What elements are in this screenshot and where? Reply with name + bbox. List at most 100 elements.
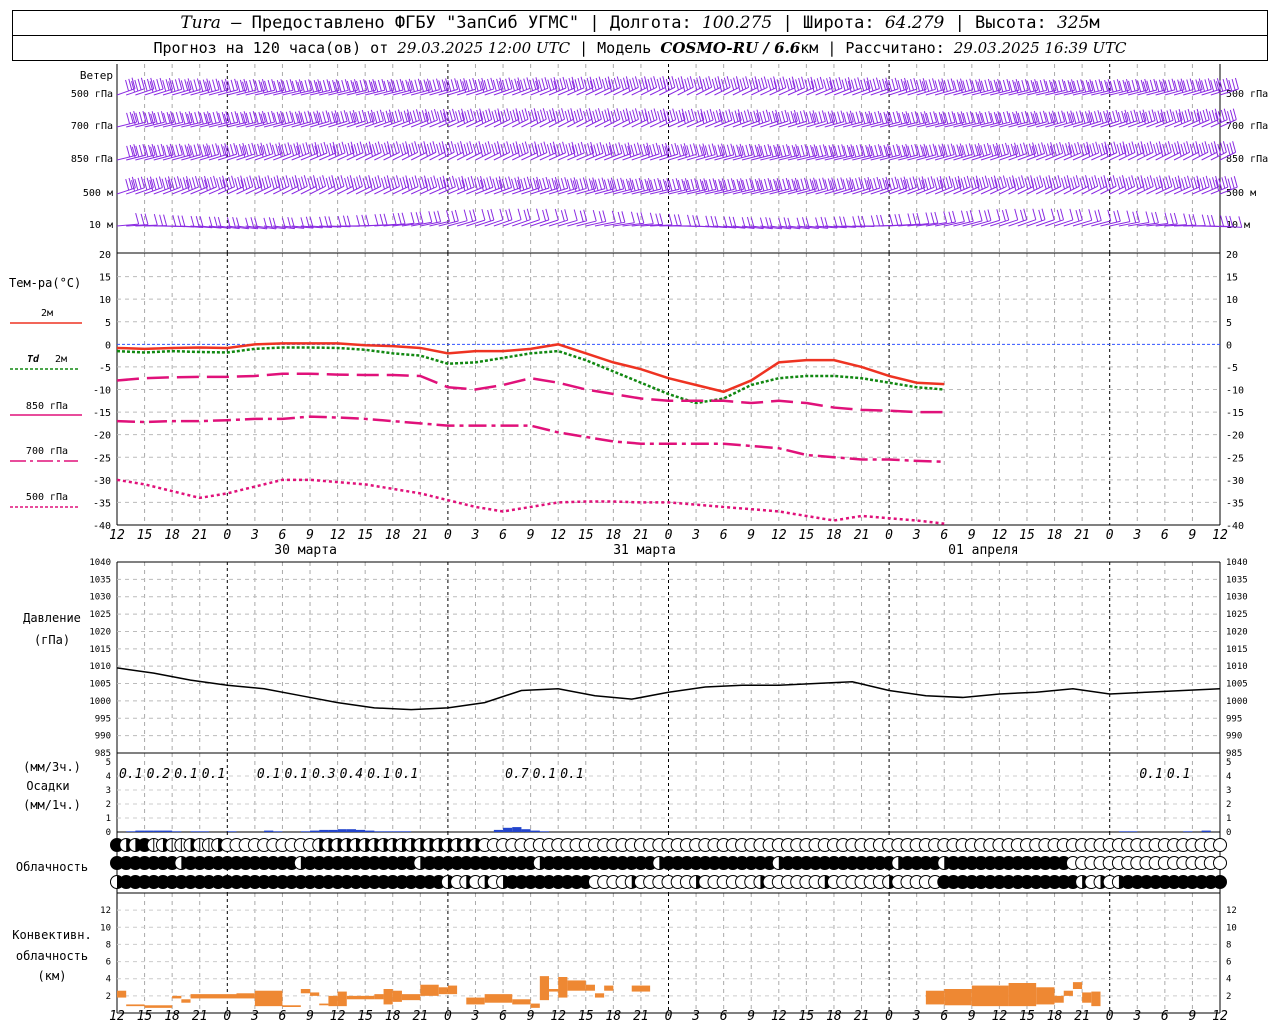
conv-cloud-bar [300,989,311,994]
conv-cloud-bar [925,990,945,1005]
cloud-cover-symbol [1213,875,1227,889]
wind-barb [512,208,531,227]
wind-barb [475,77,495,96]
wind-barb [631,177,652,195]
wind-barb [429,108,447,128]
wind-barb [456,141,474,161]
conv-cloud-bar [631,985,651,992]
wind-barb [309,110,330,128]
wind-barb [1036,208,1055,227]
wind-barb [714,178,735,195]
precip-tick-right: 1 [1226,814,1231,824]
conv-tick-right: 10 [1226,923,1237,933]
temp-tick-right: 15 [1226,273,1238,284]
wind-barb [925,211,948,227]
wind-barb [539,76,558,96]
conv-cloud-bar [144,1005,173,1008]
wind-barb [971,175,989,195]
wind-barb [227,217,250,230]
latitude-label: | Широта: [772,13,885,33]
wind-barb [245,217,268,230]
wind-barb [751,217,774,230]
wind-barb [521,141,539,161]
wind-barb [254,175,272,195]
wind-barb [980,111,1002,128]
wind-barb [1063,110,1084,128]
wind-barb [1054,208,1074,227]
altitude-unit: м [1089,13,1100,33]
wind-barb [190,111,211,128]
wind-barb [677,178,699,195]
precip-3h-value: 0.1 [533,767,556,782]
wind-barb [181,175,199,195]
wind-barb [208,143,229,161]
wind-barb [1192,78,1212,96]
calc-time: 29.03.2025 16:39 UTC [953,39,1127,57]
x-tick-label-bottom: 21 [854,1009,870,1024]
pressure-tick-left: 1020 [89,627,111,637]
wind-barb [833,110,854,128]
wind-barb [1045,142,1064,161]
precip-bar [300,831,311,832]
precip-tick-left: 4 [106,772,111,782]
wind-barb [328,175,345,195]
wind-barb [217,111,239,128]
wind-barb [273,79,294,96]
wind-barb [181,78,201,96]
wind-barb [1127,141,1145,161]
x-tick-label: 15 [1019,528,1035,543]
pressure-tick-right: 1015 [1226,645,1248,655]
wind-barb [355,109,375,128]
x-tick-label-bottom: 6 [499,1009,507,1024]
legend-500-label: 500 гПа [26,492,68,503]
temp-tick-left: 10 [99,295,111,306]
wind-barb [135,77,155,96]
wind-barb [558,76,576,96]
wind-barb [916,176,935,195]
wind-level-label-right: 10 м [1226,220,1250,231]
wind-barb [1201,175,1220,195]
model-label: | Модель [570,39,661,57]
precip-bar [319,829,329,832]
wind-barb [916,111,938,128]
x-tick-label-bottom: 0 [1106,1009,1114,1024]
wind-barb [548,209,569,227]
precip-tick-left: 1 [106,814,111,824]
precip-3h-value: 0.1 [367,767,390,782]
wind-barb [953,78,974,96]
temp-label: Тем-ра(°C) [9,276,81,290]
wind-barb [401,211,424,227]
x-tick-label: 18 [164,528,180,543]
wind-barb [741,109,761,128]
conv-cloud-bar [1054,995,1064,1003]
wind-barb [916,78,937,96]
wind-barb [787,144,809,161]
precip-tick-left: 3 [106,786,111,796]
x-tick-label: 12 [550,528,566,543]
conv-tick-left: 12 [100,906,111,916]
wind-barb [944,111,965,128]
pressure-tick-left: 1010 [89,662,111,672]
temp-tick-right: 10 [1226,295,1238,306]
conv-cloud-bar [944,989,972,1006]
precip-bar [1128,831,1138,832]
wind-barb [502,176,522,195]
wind-barb [1054,141,1073,161]
wind-barb [484,176,503,195]
wind-barb [695,143,716,161]
wind-barb [392,175,410,195]
wind-barb [208,111,230,128]
run-time: 29.03.2025 12:00 UTC [397,39,571,57]
conv-cloud-bar [585,984,595,991]
precip-bar [162,830,173,832]
wind-barb [337,79,358,96]
x-tick-label-bottom: 21 [192,1009,208,1024]
conv-cloud-bar [1072,982,1083,989]
pressure-tick-right: 1020 [1226,627,1248,637]
wind-barb [181,111,202,128]
precip-bar [503,827,513,832]
wind-barb [328,79,349,96]
wind-barb [944,175,962,195]
wind-barb [1109,109,1129,128]
wind-barb [934,78,955,96]
